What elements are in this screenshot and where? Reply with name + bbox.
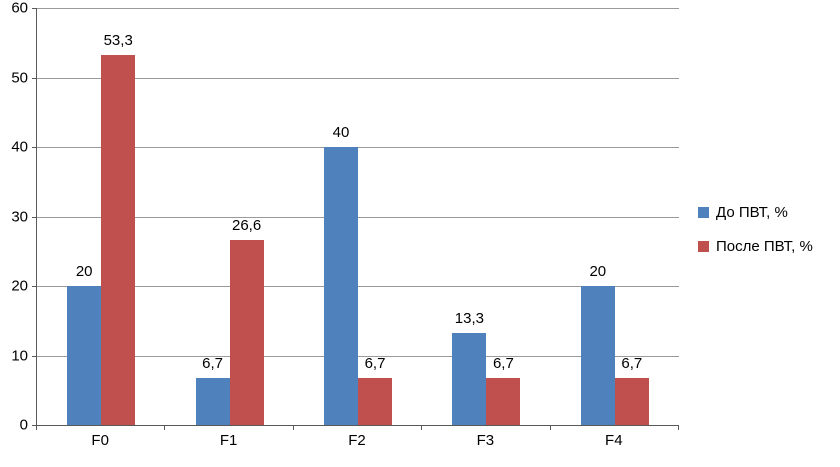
data-label: 13,3: [454, 309, 484, 327]
bar-F3-series-1: [486, 378, 521, 425]
gridline: [37, 147, 679, 149]
legend-label: После ПВТ, %: [716, 238, 813, 255]
gridline: [37, 8, 679, 9]
legend-item: После ПВТ, %: [698, 238, 813, 255]
gridline: [37, 286, 679, 288]
y-axis-tick: [32, 355, 37, 357]
x-category-label: F1: [219, 432, 238, 449]
y-axis-tick: [32, 8, 37, 9]
y-tick-label: 40: [11, 138, 28, 156]
y-axis-tick: [32, 216, 37, 218]
y-axis-tick: [32, 425, 37, 426]
bar-F3-series-0: [452, 332, 487, 425]
y-tick-label: 30: [11, 208, 28, 225]
plot-area: 20 6,7 40 13,3 20 53,3 26,6 6,7 6,7 6,7: [32, 8, 679, 430]
data-label: 20: [589, 263, 607, 280]
bar-F1-series-0: [195, 378, 230, 425]
bar-F2-series-1: [358, 378, 392, 425]
x-axis-tick: [421, 425, 423, 430]
bar-F1-series-1: [229, 240, 264, 425]
x-axis-labels: F0 F1 F2 F3 F4: [36, 432, 678, 456]
x-category-label: F0: [91, 432, 109, 449]
x-axis-tick: [36, 425, 37, 430]
y-axis-tick: [32, 77, 37, 79]
legend-item: До ПВТ, %: [698, 204, 813, 221]
data-label: 20: [75, 263, 93, 280]
data-label: 6,7: [492, 355, 514, 373]
x-axis-tick: [678, 425, 679, 430]
bar-F4-series-1: [614, 378, 649, 425]
x-axis-tick: [164, 425, 166, 430]
x-category-label: F4: [605, 432, 623, 449]
bar-F2-series-0: [324, 147, 358, 425]
data-label: 6,7: [621, 355, 643, 373]
gridline: [37, 216, 679, 218]
y-axis-tick: [32, 147, 37, 149]
y-tick-label: 0: [19, 416, 28, 434]
y-axis-tick: [32, 286, 37, 288]
gridline: [37, 77, 679, 79]
gridline: [37, 355, 679, 357]
data-label: 6,7: [202, 355, 224, 373]
y-tick-label: 50: [11, 69, 28, 86]
legend-swatch: [698, 241, 709, 252]
y-tick-label: 60: [11, 0, 28, 17]
legend-label: До ПВТ, %: [716, 204, 788, 221]
y-tick-label: 10: [11, 347, 28, 365]
bar-F0-series-1: [101, 54, 136, 425]
x-axis-tick: [549, 425, 551, 430]
bar-F0-series-0: [67, 286, 102, 425]
y-axis-labels: 0 10 20 30 40 50 60: [0, 1, 30, 433]
data-label: 53,3: [103, 31, 133, 49]
data-label: 40: [332, 124, 350, 141]
x-axis-tick: [292, 425, 294, 430]
bar-F4-series-0: [580, 286, 615, 425]
legend: До ПВТ, % После ПВТ, %: [698, 204, 813, 255]
x-category-label: F2: [348, 432, 366, 449]
legend-swatch: [698, 207, 709, 218]
y-tick-label: 20: [11, 277, 28, 295]
data-label: 6,7: [364, 355, 386, 373]
x-category-label: F3: [476, 432, 495, 449]
data-label: 26,6: [231, 217, 262, 235]
